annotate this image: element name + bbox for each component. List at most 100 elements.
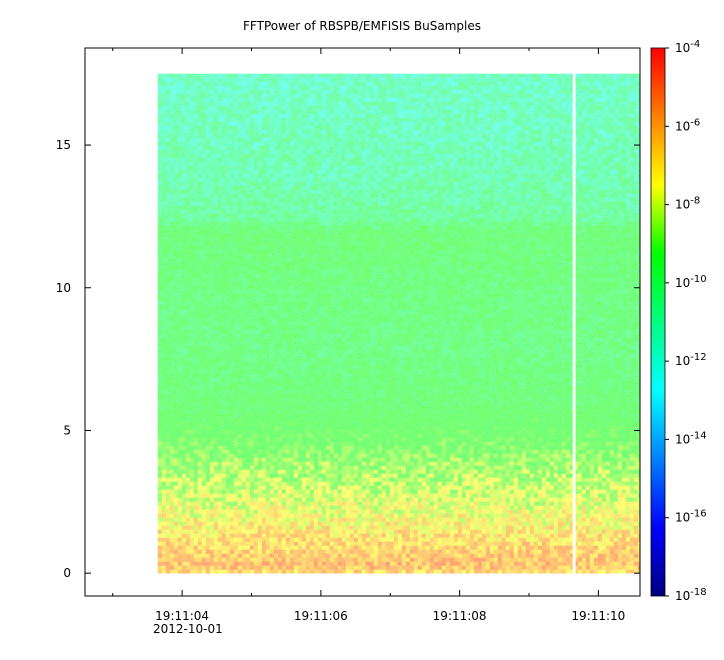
heatmap-cell [489,181,495,186]
heatmap-cell [369,141,375,146]
heatmap-cell [401,189,407,194]
heatmap-cell [361,165,367,170]
heatmap-cell [569,205,575,210]
heatmap-cell [397,229,403,234]
heatmap-cell [489,117,495,122]
heatmap-cell [557,73,563,78]
heatmap-cell [273,237,279,242]
heatmap-cell [537,173,543,178]
heatmap-cell [249,113,255,118]
heatmap-cell [193,169,199,174]
heatmap-cell [361,213,367,218]
heatmap-cell [397,177,403,182]
heatmap-cell [409,209,415,214]
heatmap-cell [453,93,459,98]
heatmap-cell [237,113,243,118]
heatmap-cell [469,153,475,158]
heatmap-cell [181,109,187,114]
heatmap-cell [297,85,303,90]
heatmap-cell [309,181,315,186]
heatmap-cell [221,233,227,238]
heatmap-cell [457,101,463,106]
heatmap-cell [265,121,271,126]
heatmap-cell [345,177,351,182]
heatmap-cell [421,85,427,90]
heatmap-cell [325,169,331,174]
heatmap-cell [469,209,475,214]
heatmap-cell [613,181,619,186]
heatmap-cell [477,213,483,218]
heatmap-cell [609,113,615,118]
heatmap-cell [237,209,243,214]
heatmap-cell [573,105,579,110]
heatmap-cell [429,101,435,106]
heatmap-cell [185,185,191,190]
heatmap-cell [313,193,319,198]
heatmap-cell [277,161,283,166]
heatmap-cell [577,89,583,94]
heatmap-cell [601,193,607,198]
heatmap-cell [513,145,519,150]
heatmap-cell [361,141,367,146]
heatmap-cell [521,149,527,154]
heatmap-cell [373,141,379,146]
heatmap-cell [161,165,167,170]
heatmap-cell [637,189,641,194]
heatmap-cell [521,97,527,102]
heatmap-cell [473,81,479,86]
heatmap-cell [165,145,171,150]
heatmap-cell [253,189,259,194]
heatmap-cell [345,193,351,198]
heatmap-cell [525,181,531,186]
heatmap-cell [185,205,191,210]
heatmap-cell [209,165,215,170]
heatmap-cell [349,77,355,82]
heatmap-cell [289,81,295,86]
heatmap-cell [285,213,291,218]
heatmap-cell [453,129,459,134]
heatmap-cell [285,173,291,178]
heatmap-cell [233,205,239,210]
heatmap-cell [213,193,219,198]
heatmap-cell [353,117,359,122]
heatmap-cell [633,133,639,138]
heatmap-cell [393,125,399,130]
heatmap-cell [565,217,571,222]
heatmap-cell [541,233,547,238]
heatmap-cell [281,149,287,154]
heatmap-cell [565,97,571,102]
heatmap-cell [261,117,267,122]
heatmap-cell [257,229,263,234]
heatmap-cell [201,185,207,190]
heatmap-cell [393,101,399,106]
heatmap-cell [325,81,331,86]
heatmap-cell [589,109,595,114]
heatmap-cell [257,141,263,146]
heatmap-cell [205,113,211,118]
heatmap-cell [317,129,323,134]
heatmap-cell [469,157,475,162]
heatmap-cell [237,157,243,162]
heatmap-cell [329,173,335,178]
heatmap-cell [521,177,527,182]
heatmap-cell [257,121,263,126]
heatmap-cell [577,165,583,170]
heatmap-cell [201,113,207,118]
heatmap-cell [633,73,639,78]
heatmap-cell [545,205,551,210]
heatmap-cell [401,229,407,234]
heatmap-cell [225,137,231,142]
heatmap-cell [181,125,187,130]
heatmap-cell [605,125,611,130]
heatmap-cell [369,157,375,162]
heatmap-cell [445,177,451,182]
heatmap-cell [601,181,607,186]
heatmap-cell [445,73,451,78]
heatmap-cell [173,193,179,198]
heatmap-cell [461,133,467,138]
heatmap-cell [429,133,435,138]
heatmap-cell [301,121,307,126]
heatmap-cell [273,97,279,102]
heatmap-cell [293,193,299,198]
heatmap-cell [477,125,483,130]
